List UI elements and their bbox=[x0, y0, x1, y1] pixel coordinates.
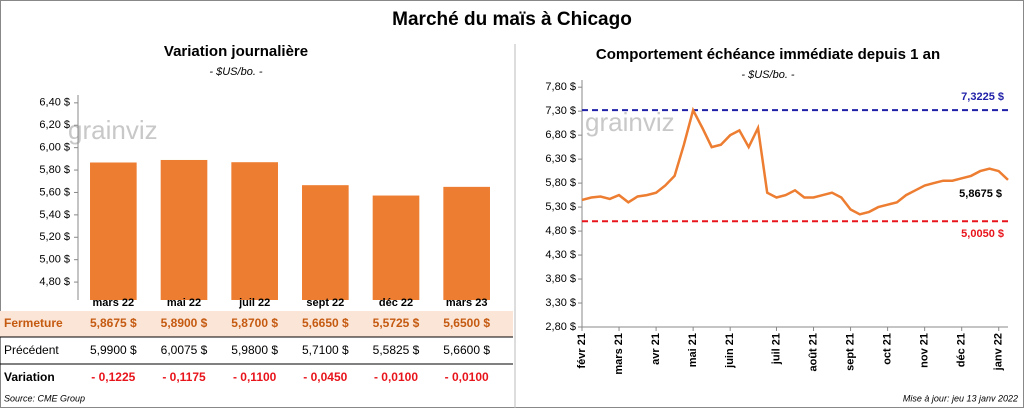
y-tick-label: 6,00 $ bbox=[39, 142, 70, 154]
y-tick-label: 6,30 $ bbox=[545, 153, 576, 165]
y-tick-label: 7,30 $ bbox=[545, 105, 576, 117]
reference-label: 5,0050 $ bbox=[961, 228, 1004, 240]
y-tick-label: 3,30 $ bbox=[545, 297, 576, 309]
source: Source: CME Group bbox=[4, 393, 85, 403]
x-tick-label: mars 22 bbox=[93, 297, 135, 309]
y-tick-label: 2,80 $ bbox=[545, 321, 576, 333]
table-cell: - 0,1225 bbox=[91, 370, 135, 384]
chart-title: Comportement échéance immédiate depuis 1… bbox=[596, 46, 940, 63]
x-tick-label: avr 21 bbox=[650, 333, 662, 365]
y-tick-label: 3,80 $ bbox=[545, 273, 576, 285]
title: Marché du maïs à Chicago bbox=[392, 9, 632, 30]
y-tick-label: 4,80 $ bbox=[545, 225, 576, 237]
x-tick-label: déc 22 bbox=[379, 297, 413, 309]
y-tick-label: 4,30 $ bbox=[545, 249, 576, 261]
updated: Mise à jour: jeu 13 janv 2022 bbox=[903, 393, 1018, 403]
x-tick-label: août 21 bbox=[807, 333, 819, 372]
x-tick-label: déc 21 bbox=[956, 333, 968, 367]
y-tick-label: 6,40 $ bbox=[39, 97, 70, 109]
x-tick-label: nov 21 bbox=[919, 333, 931, 368]
y-tick-label: 5,00 $ bbox=[39, 254, 70, 266]
row-label: Variation bbox=[4, 370, 55, 384]
y-tick-label: 5,80 $ bbox=[545, 177, 576, 189]
table-cell: - 0,0450 bbox=[303, 370, 347, 384]
bar bbox=[443, 186, 490, 300]
table-cell: - 0,0100 bbox=[445, 370, 489, 384]
table-cell: - 0,0100 bbox=[374, 370, 418, 384]
row-label: Fermeture bbox=[4, 316, 63, 330]
x-tick-label: mai 22 bbox=[167, 297, 201, 309]
x-tick-label: juin 21 bbox=[724, 333, 736, 369]
y-tick-label: 4,80 $ bbox=[39, 276, 70, 288]
chart-title: Variation journalière bbox=[164, 43, 308, 60]
closing-cell: 5,8900 $ bbox=[161, 316, 208, 330]
line bbox=[581, 106, 1009, 216]
bar bbox=[160, 159, 208, 300]
closing-row-bg bbox=[0, 311, 513, 337]
table-cell: - 0,1100 bbox=[233, 370, 277, 384]
table-cell: 5,9900 $ bbox=[90, 343, 137, 357]
closing-cell: 5,5725 $ bbox=[373, 316, 420, 330]
table-cell: - 0,1175 bbox=[162, 370, 206, 384]
table-cell: 5,7100 $ bbox=[302, 343, 349, 357]
x-tick-label: oct 21 bbox=[882, 333, 894, 365]
x-tick-label: mai 21 bbox=[687, 333, 699, 367]
table-cell: 5,5825 $ bbox=[373, 343, 420, 357]
chart-subtitle: - $US/bo. - bbox=[741, 69, 795, 81]
table-cell: 5,9800 $ bbox=[231, 343, 278, 357]
row-label: Précédent bbox=[4, 343, 59, 357]
end-label: 5,8675 $ bbox=[959, 188, 1002, 200]
reference-label: 7,3225 $ bbox=[961, 91, 1004, 103]
table-cell: 6,0075 $ bbox=[161, 343, 208, 357]
y-tick-label: 5,20 $ bbox=[39, 231, 70, 243]
x-tick-label: janv 22 bbox=[993, 333, 1005, 371]
y-tick-label: 5,80 $ bbox=[39, 164, 70, 176]
bar bbox=[302, 185, 349, 300]
y-tick-label: 5,60 $ bbox=[39, 186, 70, 198]
x-tick-label: juil 21 bbox=[770, 333, 782, 365]
y-tick-label: 6,80 $ bbox=[545, 129, 576, 141]
table-cell: 5,6600 $ bbox=[443, 343, 490, 357]
logo: grainviz bbox=[68, 115, 158, 145]
x-tick-label: juil 22 bbox=[238, 297, 270, 309]
closing-cell: 5,8675 $ bbox=[90, 316, 137, 330]
bar bbox=[90, 162, 137, 300]
x-tick-label: sept 22 bbox=[306, 297, 344, 309]
logo: grainviz bbox=[585, 107, 675, 137]
x-tick-label: mars 21 bbox=[613, 333, 625, 375]
y-tick-label: 6,20 $ bbox=[39, 119, 70, 131]
y-tick-label: 5,30 $ bbox=[545, 201, 576, 213]
closing-cell: 5,8700 $ bbox=[231, 316, 278, 330]
closing-cell: 5,6650 $ bbox=[302, 316, 349, 330]
x-tick-label: sept 21 bbox=[844, 333, 856, 371]
bar bbox=[372, 195, 420, 300]
bar bbox=[231, 162, 278, 300]
x-tick-label: mars 23 bbox=[446, 297, 488, 309]
x-tick-label: févr 21 bbox=[576, 333, 588, 368]
closing-cell: 5,6500 $ bbox=[443, 316, 490, 330]
y-tick-label: 5,40 $ bbox=[39, 209, 70, 221]
chart-subtitle: - $US/bo. - bbox=[209, 66, 263, 78]
y-tick-label: 7,80 $ bbox=[545, 81, 576, 93]
